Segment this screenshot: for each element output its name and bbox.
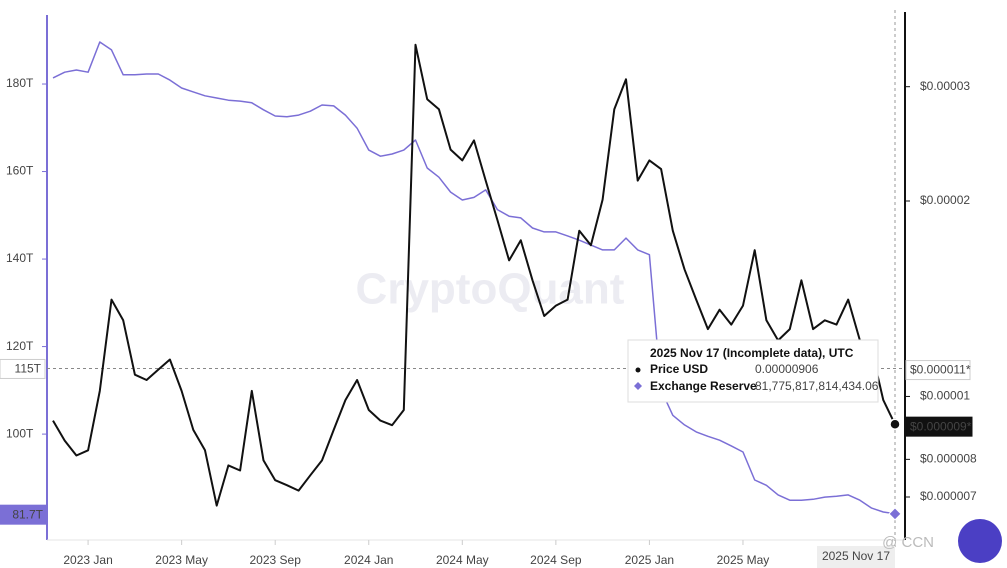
x-crosshair-label: 2025 Nov 17 — [822, 549, 890, 563]
tooltip-price-value: 0.00000906 — [755, 362, 819, 376]
end-point — [889, 418, 901, 431]
y2-tick-label: $0.00001 — [920, 389, 970, 403]
x-tick-label: 2024 Jan — [344, 553, 393, 567]
x-tick-label: 2023 May — [155, 553, 208, 567]
crosshair-y-label-box — [0, 358, 46, 379]
tooltip-price-dot — [635, 367, 641, 373]
current-y-label: 81.7T — [12, 507, 43, 521]
tooltip-price-name: Price USD — [650, 362, 708, 376]
x-tick-label: 2025 May — [717, 553, 770, 567]
y2-tick-label: $0.000007 — [920, 489, 977, 503]
crosshair-y2-label: $0.000011* — [910, 363, 971, 377]
x-crosshair-box — [817, 546, 895, 568]
tooltip-reserve-dot — [634, 382, 642, 390]
x-tick-label: 2023 Jan — [63, 553, 112, 567]
plot: 100T 120T 140T 160T 180T $0.000007 $0.000008 $0… — [0, 41, 977, 568]
current-y-label-box — [0, 504, 48, 525]
y-tick-label: 160T — [6, 164, 34, 178]
y-tick-label: 120T — [6, 339, 34, 353]
current-y2-label: $0.000009* — [910, 419, 972, 433]
y-tick-label: 140T — [6, 251, 34, 265]
logo-text: @ CCN — [882, 534, 934, 551]
tooltip: 2025 Nov 17 (Incomplete data), UTC Price … — [627, 339, 879, 403]
tooltip-title: 2025 Nov 17 (Incomplete data), UTC — [650, 346, 854, 360]
crosshair-y-label: 115T — [15, 362, 42, 376]
x-tick-label: 2025 Jan — [625, 553, 674, 567]
tooltip-reserve-value: 81,775,817,814,434.06 — [755, 379, 879, 393]
y2-tick-label: $0.00002 — [920, 193, 970, 207]
tooltip-box — [627, 339, 879, 403]
y2-tick-label: $0.000008 — [920, 452, 977, 466]
current-y2-label-box — [905, 416, 973, 437]
x-tick-label: 2023 Sep — [249, 553, 301, 567]
tooltip-reserve-name: Exchange Reserve — [650, 379, 757, 393]
watermark: CryptoQuant — [356, 265, 625, 314]
series-line — [52, 43, 896, 507]
series-line — [52, 41, 896, 515]
logo-badge — [958, 519, 1002, 563]
y-tick-label: 180T — [6, 76, 34, 90]
y2-tick-label: $0.00003 — [920, 79, 970, 93]
x-tick-label: 2024 Sep — [530, 553, 582, 567]
crosshair-y2-label-box — [905, 360, 971, 381]
y-tick-label: 100T — [6, 426, 34, 440]
end-point — [888, 507, 902, 521]
x-tick-label: 2024 May — [436, 553, 489, 567]
